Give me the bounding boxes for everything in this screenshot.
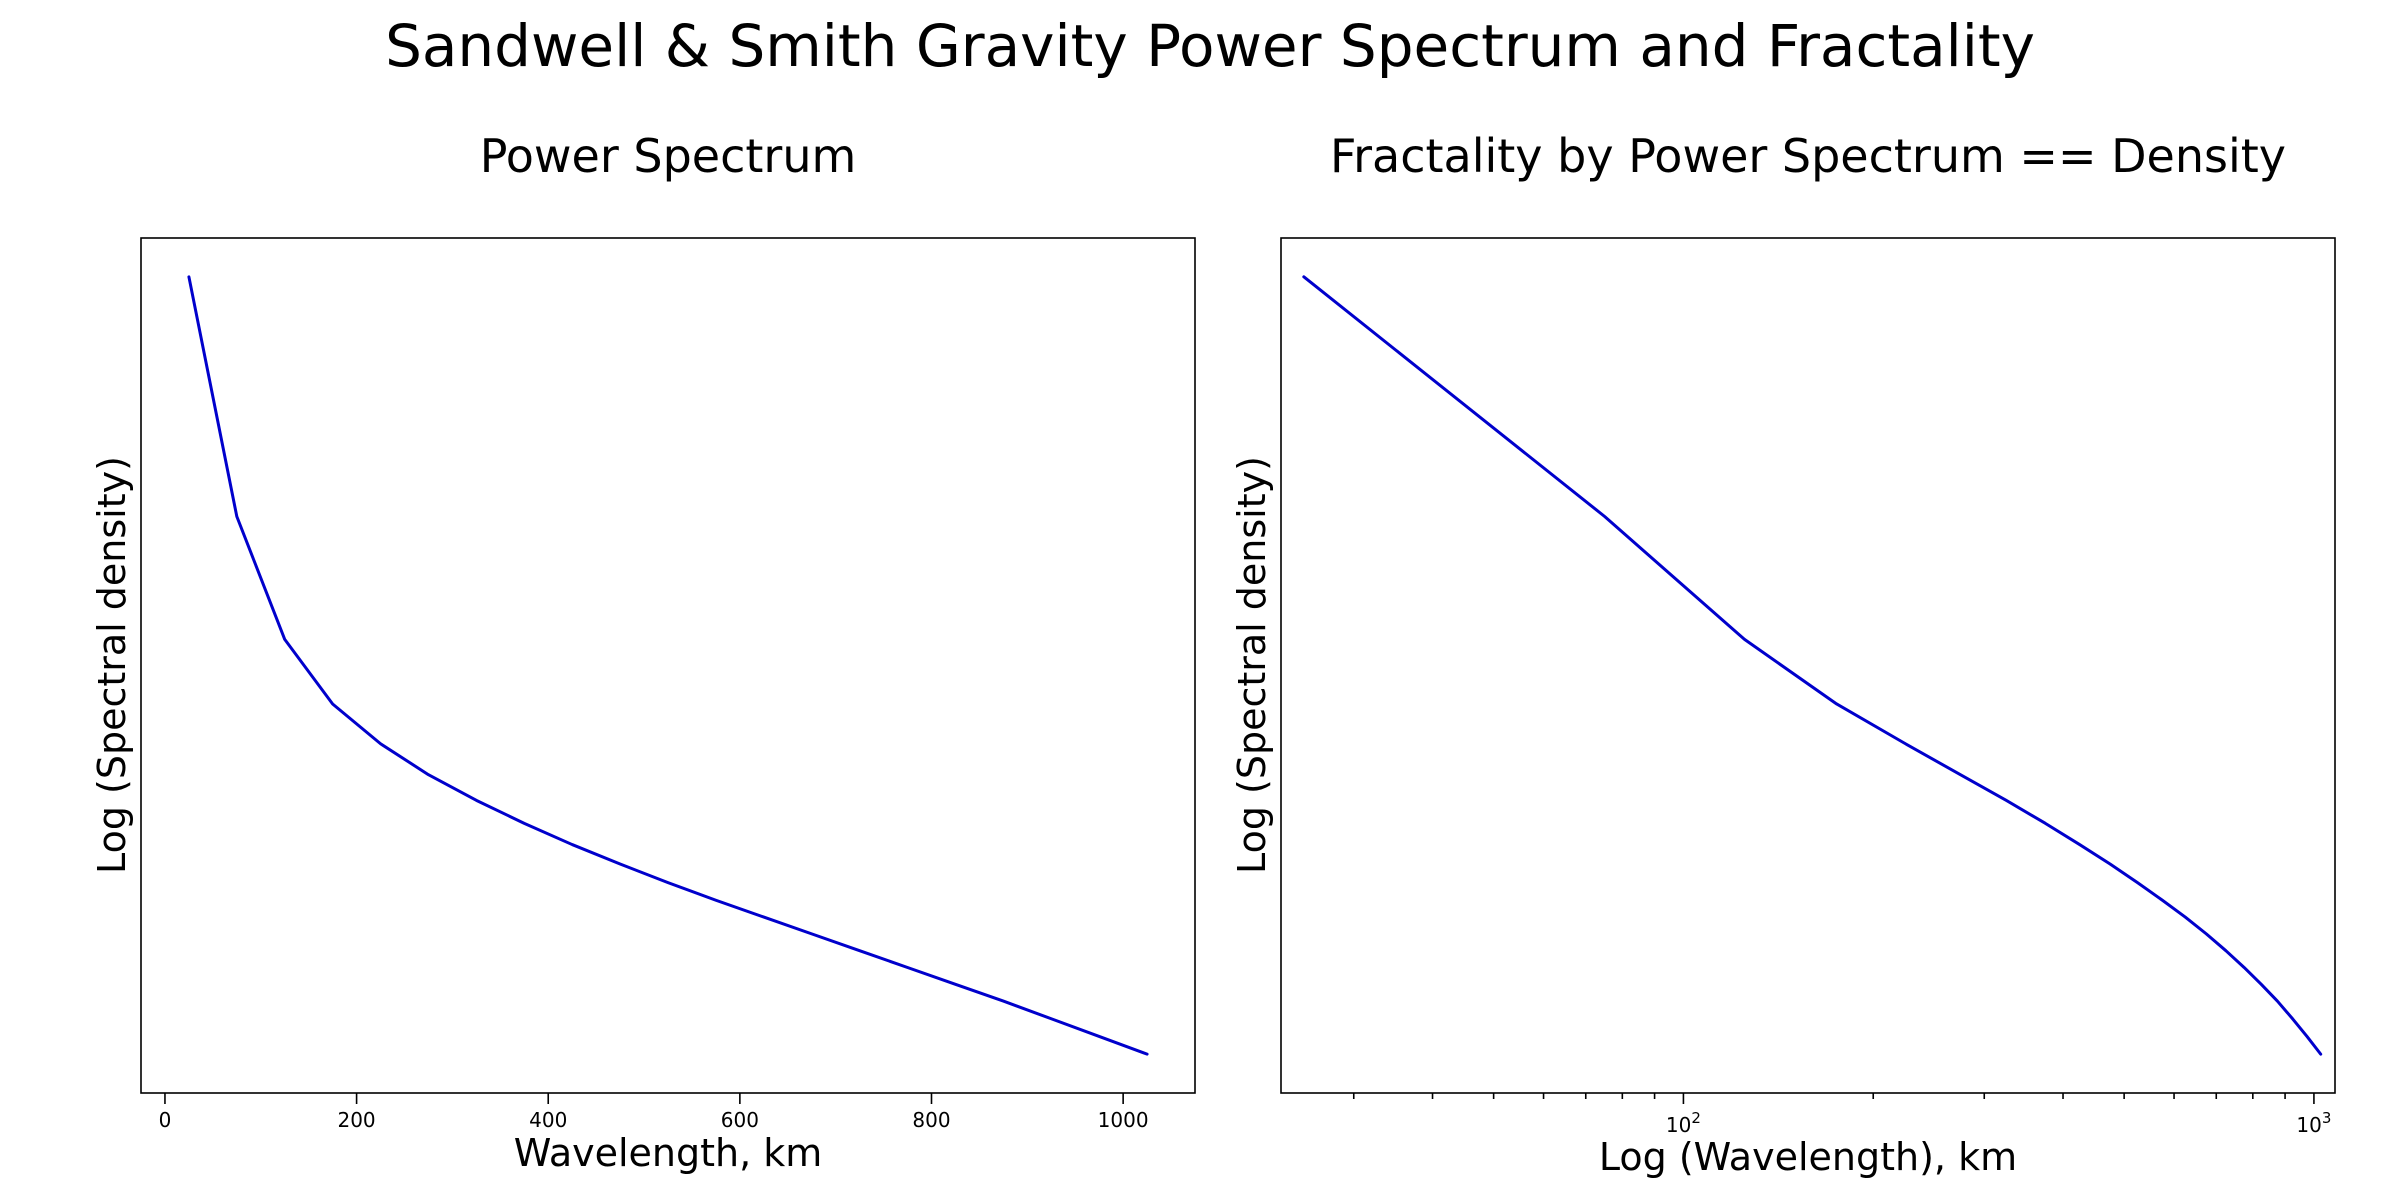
x-tick-label: 102: [1666, 1109, 1701, 1137]
power-spectrum-plot-area: [140, 237, 1196, 1094]
x-tick-label: 0: [159, 1108, 172, 1132]
fractality-x-ticks: 102 103: [1352, 1093, 2331, 1137]
x-tick-label: 600: [721, 1108, 759, 1132]
power-spectrum-y-label: Log (Spectral density): [90, 456, 134, 874]
power-spectrum-panel: Power Spectrum 0 200 400 600 800 1000 Wavelen…: [90, 129, 1196, 1175]
x-tick-label: 800: [912, 1108, 950, 1132]
x-tick-label: 200: [337, 1108, 375, 1132]
x-tick-label: 1000: [1098, 1108, 1149, 1132]
fractality-x-label: Log (Wavelength), km: [1599, 1135, 2017, 1179]
fractality-line: [1302, 275, 2323, 1056]
fractality-plot-area: [1280, 237, 2336, 1094]
x-tick-label: 400: [529, 1108, 567, 1132]
power-spectrum-x-ticks: 0 200 400 600 800 1000: [159, 1093, 1149, 1132]
power-spectrum-x-label: Wavelength, km: [514, 1131, 823, 1175]
fractality-y-label: Log (Spectral density): [1230, 456, 1274, 874]
fractality-title: Fractality by Power Spectrum == Density: [1330, 129, 2286, 183]
figure-title: Sandwell & Smith Gravity Power Spectrum …: [385, 12, 2035, 80]
x-tick-label: 103: [2296, 1109, 2331, 1137]
fractality-panel: Fractality by Power Spectrum == Density …: [1230, 129, 2336, 1179]
power-spectrum-line: [187, 275, 1149, 1056]
power-spectrum-title: Power Spectrum: [480, 129, 857, 183]
